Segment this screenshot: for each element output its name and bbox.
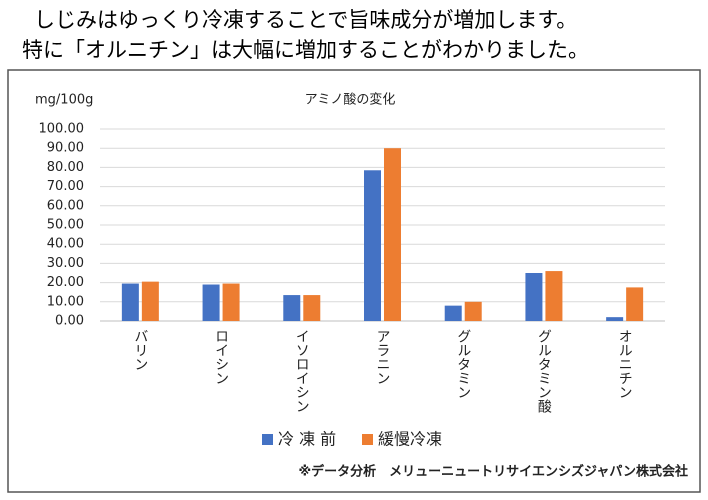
legend-swatch: [262, 434, 273, 445]
y-tick-label: 40.00: [47, 237, 84, 252]
footnote: ※データ分析 メリューニュートリサイエンシズジャパン株式会社: [298, 464, 688, 480]
y-tick-label: 30.00: [47, 256, 84, 271]
x-tick-label: ロイシン: [213, 329, 229, 385]
x-tick-label: アラニン: [375, 329, 391, 385]
bar: [283, 295, 301, 321]
bar: [141, 281, 159, 321]
x-tick-label: イソロイシン: [294, 329, 310, 413]
legend-label: 緩慢冷凍: [378, 430, 442, 449]
x-tick-label: グルタミン: [455, 329, 471, 399]
y-tick-label: 60.00: [47, 198, 84, 213]
bar: [222, 283, 240, 321]
y-axis-label: mg/100g: [35, 93, 93, 108]
bar: [444, 305, 462, 321]
bar: [364, 170, 381, 321]
y-tick-label: 70.00: [47, 179, 84, 194]
bar: [303, 295, 321, 321]
y-tick-label: 90.00: [47, 141, 84, 156]
y-tick-label: 20.00: [47, 275, 84, 290]
bar: [626, 287, 644, 321]
x-tick-label: グルタミン酸: [536, 329, 552, 413]
y-tick-label: 50.00: [47, 218, 84, 233]
bar: [464, 301, 482, 321]
y-tick-label: 80.00: [47, 160, 84, 175]
chart-frame: [7, 69, 701, 493]
legend-swatch: [362, 434, 373, 445]
x-tick-label: バリン: [132, 329, 148, 371]
legend-label: 冷 凍 前: [278, 430, 336, 449]
y-tick-label: 100.00: [39, 122, 85, 137]
bar: [384, 148, 401, 321]
bar: [525, 273, 543, 321]
header-line: しじみはゆっくり冷凍することで旨味成分が増加します。: [34, 8, 577, 32]
bar: [545, 271, 563, 321]
header-line: 特に「オルニチン」は大幅に増加することがわかりました。: [22, 38, 589, 62]
y-tick-label: 0.00: [55, 314, 84, 329]
bar: [121, 283, 139, 321]
chart-title: アミノ酸の変化: [305, 92, 396, 108]
x-tick-label: オルニチン: [617, 329, 633, 399]
bar: [202, 284, 220, 321]
y-tick-label: 10.00: [47, 294, 84, 309]
bar: [606, 317, 624, 321]
